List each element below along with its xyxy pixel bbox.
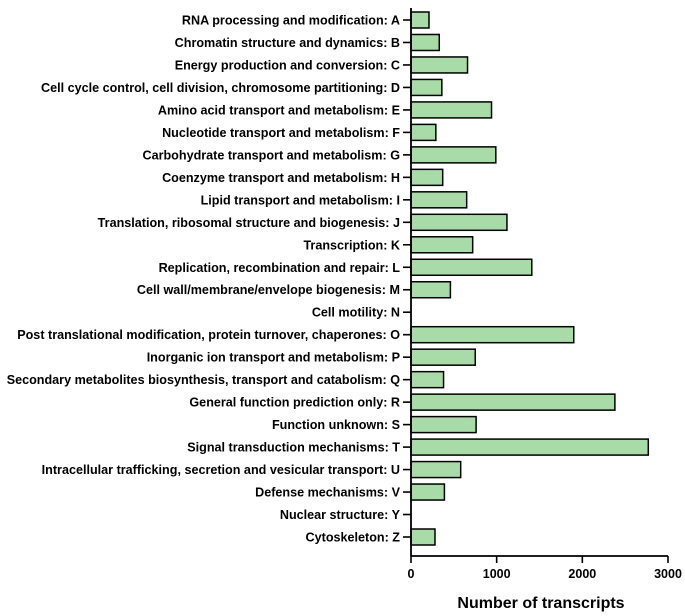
bar bbox=[410, 191, 468, 209]
category-label: RNA processing and modification: A bbox=[182, 14, 400, 28]
bar bbox=[410, 146, 497, 164]
bar bbox=[410, 438, 650, 456]
category-label: Function unknown: S bbox=[272, 418, 400, 432]
category-label: Post translational modification, protein… bbox=[17, 328, 400, 342]
bar bbox=[410, 56, 469, 74]
category-label: Cell motility: N bbox=[312, 306, 400, 320]
bar bbox=[410, 393, 616, 411]
bar bbox=[410, 370, 445, 389]
bar bbox=[410, 33, 441, 52]
bar bbox=[410, 168, 444, 187]
category-label: Cell cycle control, cell division, chrom… bbox=[41, 81, 400, 95]
bar bbox=[410, 236, 474, 254]
category-label: Energy production and conversion: C bbox=[175, 58, 400, 72]
category-label: Cell wall/membrane/envelope biogenesis: … bbox=[137, 283, 400, 297]
x-axis-title: Number of transcripts bbox=[457, 595, 624, 612]
bars bbox=[410, 11, 650, 546]
category-labels: RNA processing and modification: A Chroma… bbox=[7, 14, 401, 545]
bar bbox=[410, 415, 477, 434]
category-label: Cytoskeleton: Z bbox=[306, 531, 401, 545]
category-label: Inorganic ion transport and metabolism: … bbox=[147, 351, 400, 365]
bar bbox=[410, 78, 443, 97]
x-tick-label: 3000 bbox=[654, 567, 682, 581]
bar bbox=[410, 528, 436, 546]
x-tick-labels: 0 1000 2000 3000 bbox=[408, 567, 682, 581]
bar bbox=[410, 460, 462, 479]
bar bbox=[410, 11, 430, 29]
bar bbox=[410, 101, 493, 119]
category-label: Replication, recombination and repair: L bbox=[159, 261, 401, 275]
bar bbox=[410, 348, 476, 366]
x-tick-label: 2000 bbox=[568, 567, 596, 581]
category-label: Chromatin structure and dynamics: B bbox=[175, 36, 400, 50]
category-label: Carbohydrate transport and metabolism: G bbox=[142, 148, 400, 162]
category-label: Signal transduction mechanisms: T bbox=[187, 441, 400, 455]
category-label: Lipid transport and metabolism: I bbox=[201, 193, 400, 207]
category-label: General function prediction only: R bbox=[189, 396, 400, 410]
bar bbox=[410, 123, 437, 142]
bar bbox=[410, 325, 575, 344]
category-label: Defense mechanisms: V bbox=[255, 486, 400, 500]
category-label: Nuclear structure: Y bbox=[280, 508, 401, 522]
axes bbox=[403, 8, 669, 563]
category-label: Coenzyme transport and metabolism: H bbox=[162, 171, 400, 185]
bar bbox=[410, 258, 533, 277]
category-label: Secondary metabolites biosynthesis, tran… bbox=[7, 373, 401, 387]
x-tick-label: 0 bbox=[408, 567, 415, 581]
category-label: Amino acid transport and metabolism: E bbox=[158, 103, 400, 117]
bar bbox=[410, 280, 452, 299]
bar bbox=[410, 483, 446, 501]
category-label: Transcription: K bbox=[303, 238, 400, 252]
x-tick-label: 1000 bbox=[483, 567, 511, 581]
category-label: Intracellular trafficking, secretion and… bbox=[42, 463, 400, 477]
bar bbox=[410, 213, 508, 232]
category-label: Nucleotide transport and metabolism: F bbox=[162, 126, 400, 140]
category-label: Translation, ribosomal structure and bio… bbox=[98, 216, 400, 230]
